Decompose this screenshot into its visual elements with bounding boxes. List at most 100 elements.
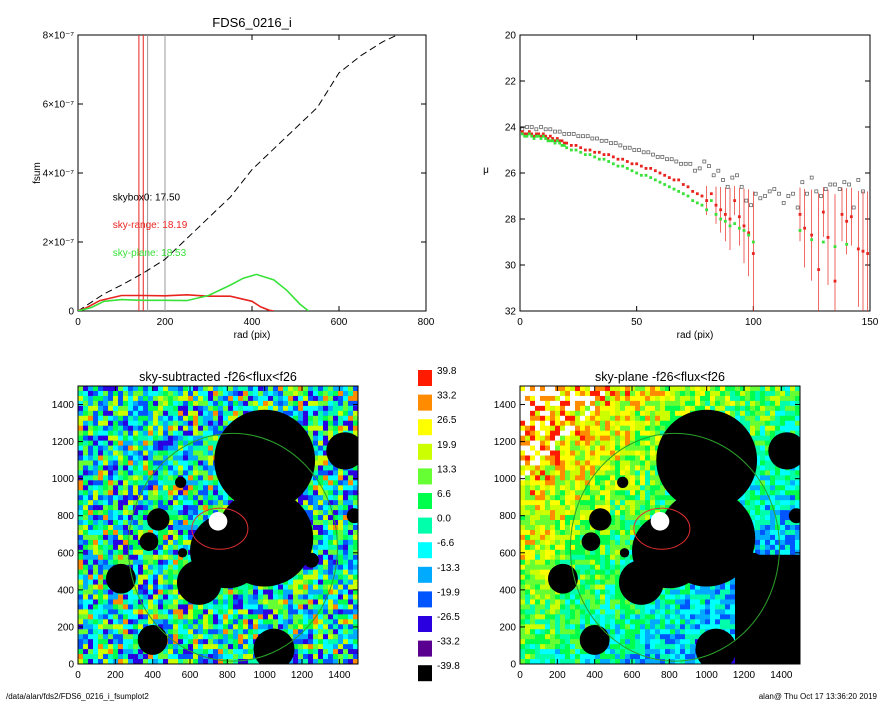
image-pixel [525,395,531,402]
image-pixel [153,619,159,625]
image-pixel [635,400,641,407]
image-pixel [83,549,89,556]
image-pixel [243,614,249,620]
image-pixel [243,619,249,625]
image-pixel [233,400,239,407]
image-pixel [303,619,309,625]
image-pixel [108,515,114,521]
image-pixel [263,594,269,600]
image-pixel [770,400,776,407]
image-pixel [343,470,349,476]
image-pixel [625,505,631,511]
image-pixel [338,395,344,402]
image-pixel [198,515,204,521]
image-pixel [183,430,189,437]
image-pixel [318,649,324,655]
image-pixel [98,390,104,397]
image-pixel [665,400,671,407]
data-point [758,196,763,201]
image-pixel [133,386,139,392]
x-tick-label: 1400 [328,670,351,681]
image-pixel [610,445,616,451]
image-pixel [640,440,646,446]
image-pixel [118,614,124,620]
image-pixel [178,544,184,551]
image-pixel [273,594,279,600]
image-pixel [348,639,354,645]
image-pixel [353,659,358,664]
image-pixel [328,654,334,660]
data-point [693,168,697,173]
image-pixel [173,470,179,476]
image-pixel [148,485,154,491]
image-pixel [540,495,546,501]
image-pixel [208,420,214,427]
image-pixel [655,495,661,501]
image-pixel [153,460,159,466]
image-pixel [168,604,174,610]
image-pixel [318,500,324,506]
image-pixel [213,659,219,664]
image-pixel [348,574,354,580]
image-pixel [88,619,94,625]
image-pixel [88,659,94,664]
image-pixel [108,485,114,491]
image-pixel [565,430,571,437]
image-pixel [328,425,334,432]
image-pixel [313,639,319,645]
image-pixel [630,386,636,392]
image-pixel [98,559,104,566]
image-pixel [123,529,129,536]
image-pixel [615,465,621,471]
image-pixel [78,405,84,412]
star-mask [191,548,226,583]
image-pixel [163,564,169,571]
data-point [539,134,543,138]
image-pixel [188,465,194,471]
image-pixel [148,425,154,432]
image-pixel [585,495,591,501]
image-pixel [343,390,349,397]
image-pixel [675,390,681,397]
image-pixel [178,495,184,501]
image-pixel [208,465,214,471]
image-pixel [720,390,726,397]
image-pixel [620,450,626,456]
image-pixel [760,485,766,491]
image-pixel [178,554,184,561]
image-pixel [313,415,319,422]
image-pixel [283,614,289,620]
image-pixel [323,460,329,466]
image-pixel [323,554,329,561]
image-pixel [680,400,686,407]
image-pixel [153,589,159,595]
image-pixel [128,619,134,625]
image-pixel [755,470,761,476]
image-pixel [338,624,344,630]
image-pixel [248,649,254,655]
image-pixel [610,490,616,496]
data-point [621,157,625,161]
image-pixel [575,495,581,501]
image-pixel [118,470,124,476]
data-point [803,226,807,230]
image-pixel [103,584,109,590]
image-pixel [343,594,349,600]
image-pixel [163,654,169,660]
data-point [795,205,800,210]
image-pixel [600,485,606,491]
image-pixel [620,500,626,506]
image-pixel [318,544,324,551]
image-pixel [283,624,289,630]
image-pixel [550,470,556,476]
image-pixel [323,386,329,392]
image-pixel [760,440,766,446]
image-pixel [128,390,134,397]
image-pixel [248,386,254,392]
image-pixel [273,589,279,595]
data-point [679,161,683,166]
image-pixel [313,386,319,392]
image-pixel [650,480,656,486]
image-pixel [343,415,349,422]
image-pixel [88,594,94,600]
